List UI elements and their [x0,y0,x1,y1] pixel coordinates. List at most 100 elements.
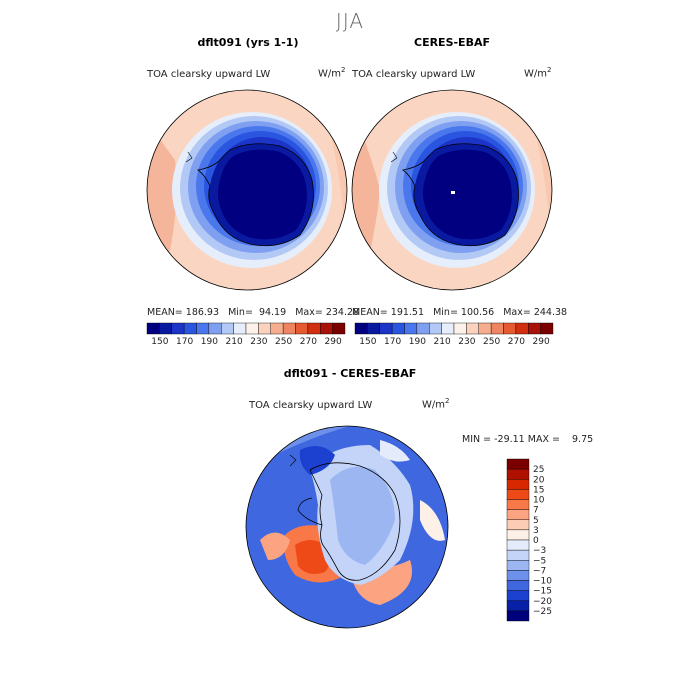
colorbar-swatch [221,322,234,335]
colorbar-tick-label: 170 [176,337,193,347]
colorbar-swatch [506,529,530,541]
colorbar-swatch [379,322,393,335]
colorbar-swatch [515,322,529,335]
colorbar-swatch [441,322,455,335]
colorbar-swatch [245,322,259,335]
diff-stats: MIN = -29.11 MAX = 9.75 [462,434,594,445]
colorbar-swatch [183,322,197,335]
panel-title-obs: CERES-EBAF [414,36,490,49]
colorbar-tick-label: 250 [275,337,292,347]
colorbar-tick-label: 190 [409,337,426,347]
colorbar-tick-label: 3 [533,526,539,536]
colorbar-tick-label: −5 [533,556,546,566]
map-obs [352,90,552,290]
colorbar-tick-label: 230 [250,337,267,347]
colorbar-tick-label: −25 [533,607,552,617]
colorbar-swatch [506,458,530,470]
colorbar-swatch [506,539,530,551]
colorbar-tick-label: 250 [483,337,500,347]
colorbar-swatch [506,590,530,601]
panel-units-obs: W/m2 [524,66,552,80]
colorbar-swatch [528,322,541,335]
colorbar-tick-label: 270 [300,337,317,347]
colorbar-swatch [453,322,467,335]
colorbar-swatch [404,322,418,335]
colorbar-tick-label: 190 [201,337,218,347]
map-obs-border [351,89,553,291]
season-title: JJA [335,9,365,33]
colorbar-tick-label: 230 [458,337,475,347]
colorbar-tick-label: 0 [533,536,539,546]
colorbar-swatch [478,322,492,335]
colorbar-tick-label: −10 [533,577,552,587]
colorbar-tick-label: 10 [533,496,545,506]
panel-units-diff: W/m2 [422,397,450,411]
colorbar-swatch [506,509,530,520]
colorbar-swatch [506,519,530,531]
colorbar-tick-label: 150 [359,337,376,347]
colorbar-swatch [506,479,530,490]
colorbar-swatch [146,322,160,335]
colorbar-swatch [429,322,442,335]
colorbar-swatch [506,489,530,500]
colorbar-swatch [506,610,530,622]
colorbar-tick-label: 150 [151,337,168,347]
panel-variable-diff: TOA clearsky upward LW [249,400,373,411]
colorbar-swatch [506,600,530,612]
colorbar-swatch [466,322,479,335]
colorbar-tick-label: 270 [508,337,525,347]
colorbar-tick-label: −15 [533,587,552,597]
colorbar-swatch [506,580,530,591]
colorbar-swatch [159,322,172,335]
colorbar-swatch [506,560,530,571]
colorbar-swatch [490,322,504,335]
panel-stats-model: MEAN= 186.93 Min= 94.19 Max= 234.28 [147,307,360,318]
colorbar-swatch [208,322,222,335]
colorbar-tick-label: 290 [533,337,550,347]
colorbar-tick-label: 7 [533,506,539,516]
colorbar-swatch [295,322,309,335]
panel-variable-model: TOA clearsky upward LW [147,69,271,80]
colorbar-swatch [171,322,185,335]
colorbar-tick-label: −3 [533,546,546,556]
colorbar-swatch [367,322,380,335]
colorbar-tick-label: 5 [533,516,539,526]
colorbar-tick-label: 15 [533,485,544,495]
colorbar-swatch [282,322,296,335]
colorbar-swatch [354,322,368,335]
panel-units-model: W/m2 [318,66,346,80]
colorbar-swatch [320,322,333,335]
map-diff-border [245,425,449,629]
colorbar-swatch [233,322,247,335]
colorbar-swatch [540,322,554,335]
map-model [147,90,347,290]
colorbar-swatch [391,322,405,335]
colorbar-tick-label: 290 [325,337,342,347]
panel-stats-obs: MEAN= 191.51 Min= 100.56 Max= 244.38 [352,307,568,318]
colorbar-swatch [416,322,430,335]
panel-title-diff: dflt091 - CERES-EBAF [283,367,417,380]
map-model-border [146,89,348,291]
colorbar-swatch [506,570,530,581]
colorbar-swatch [503,322,517,335]
colorbar-swatch [506,549,530,561]
colorbar-tick-label: 20 [533,475,545,485]
colorbar-obs: 150 170 190 210 230 250 270 290 [354,322,554,347]
colorbar-tick-label: −20 [533,597,552,607]
colorbar-tick-label: −7 [533,566,546,576]
colorbar-tick-label: 170 [384,337,401,347]
colorbar-swatch [506,468,530,480]
colorbar-tick-label: 210 [226,337,243,347]
panel-title-model: dflt091 (yrs 1-1) [197,36,299,49]
colorbar-swatch [307,322,321,335]
colorbar-model: 150 170 190 210 230 250 270 290 [146,322,346,347]
colorbar-swatch [332,322,346,335]
colorbar-tick-label: 25 [533,465,544,475]
map-diff [246,426,448,628]
colorbar-swatch [270,322,284,335]
colorbar-swatch [258,322,271,335]
colorbar-swatch [506,499,530,510]
colorbar-tick-label: 210 [434,337,451,347]
